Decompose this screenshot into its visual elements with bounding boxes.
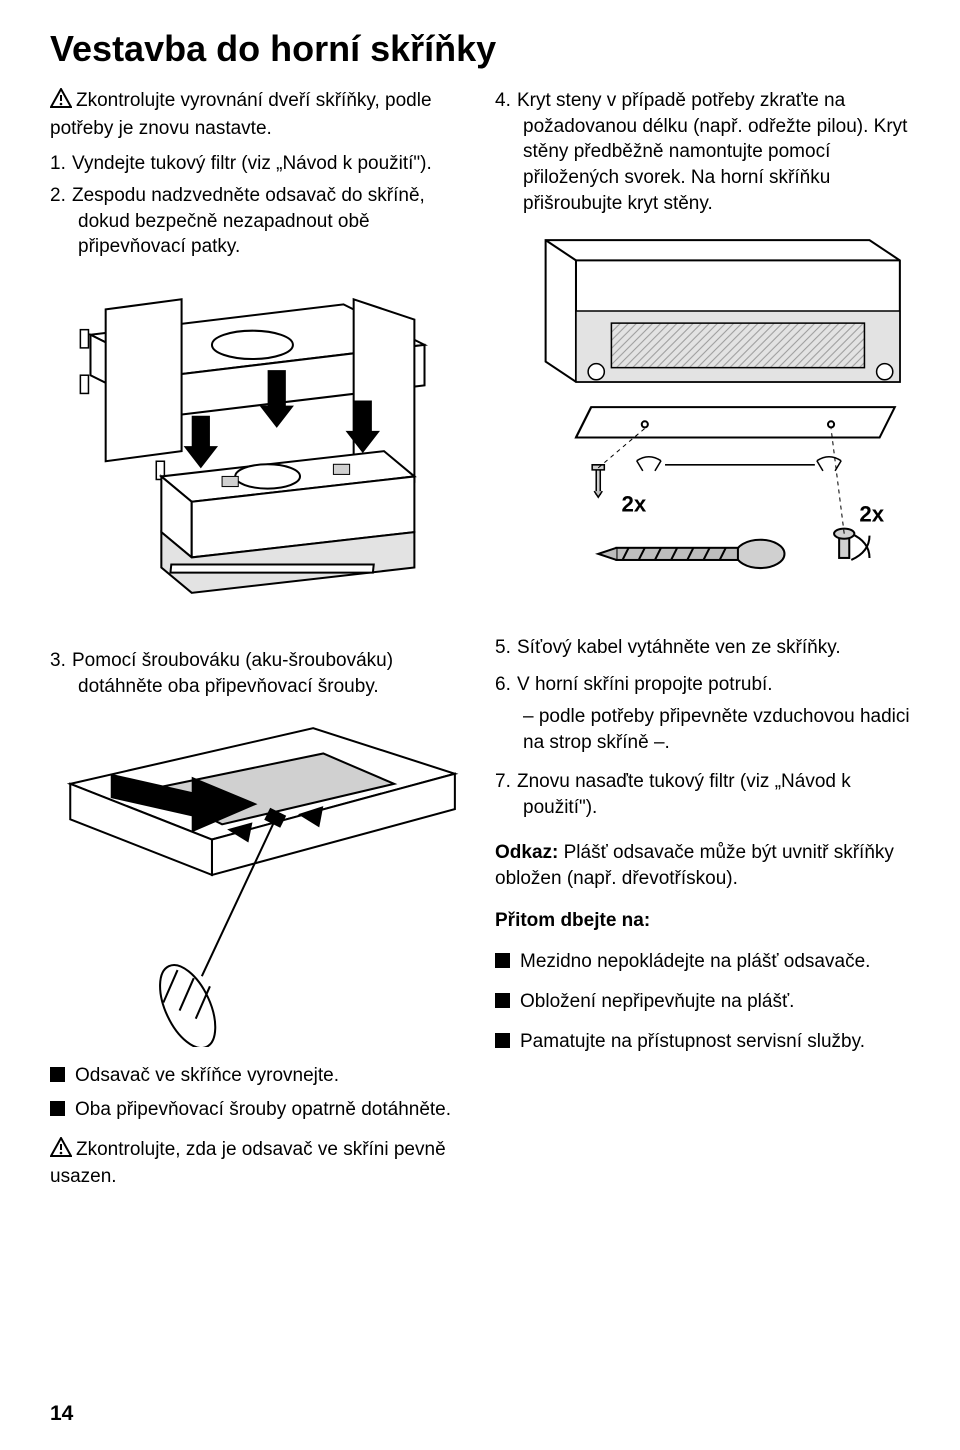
bullet-mezidno-text: Mezidno nepokládejte na plášť odsavače. (520, 949, 910, 975)
step-4: 4.Kryt steny v případě potřeby zkraťte n… (495, 88, 910, 216)
step-5: 5.Síťový kabel vytáhněte ven ze skříňky. (495, 635, 910, 661)
step-4-text: Kryt steny v případě potřeby zkraťte na … (517, 90, 907, 214)
warning-icon (50, 1137, 72, 1165)
dbejte-heading: Přitom dbejte na: (495, 908, 910, 934)
odkaz-para: Odkaz: Plášť odsavače může být uvnitř sk… (495, 840, 910, 891)
figure-screwdriver (50, 713, 465, 1047)
bullet-tighten: Oba připevňovací šrouby opatrně dotáhnět… (50, 1097, 465, 1123)
warning-1: Zkontrolujte vyrovnání dveří skříňky, po… (50, 88, 465, 141)
step-1-text: Vyndejte tukový filtr (viz „Návod k použ… (72, 153, 432, 174)
step-7: 7.Znovu nasaďte tukový filtr (viz „Návod… (495, 769, 910, 820)
figure-lift-hood-svg (50, 274, 465, 618)
warning-1-text: Zkontrolujte vyrovnání dveří skříňky, po… (50, 90, 432, 139)
figure-wall-cover-svg: 2x (495, 230, 910, 594)
step-6: 6.V horní skříni propojte potrubí. (495, 672, 910, 698)
page-number: 14 (50, 1402, 73, 1426)
bullet-oblozeni-text: Obložení nepřipevňujte na plášť. (520, 989, 910, 1015)
right-column: 4.Kryt steny v případě potřeby zkraťte n… (495, 88, 910, 1200)
step-6-text: V horní skříni propojte potrubí. (517, 674, 773, 695)
figure-wall-cover: 2x (495, 230, 910, 594)
odkaz-label: Odkaz: (495, 842, 558, 863)
bullet-align: Odsavač ve skříňce vyrovnejte. (50, 1063, 465, 1089)
square-bullet-icon (50, 1101, 65, 1116)
warning-icon (50, 88, 72, 116)
figure-lift-hood (50, 274, 465, 618)
step-2: 2.Zespodu nadzvedněte odsavač do skříně,… (50, 183, 465, 260)
step-1: 1.Vyndejte tukový filtr (viz „Návod k po… (50, 151, 465, 177)
square-bullet-icon (50, 1067, 65, 1082)
bullet-servis: Pamatujte na přístupnost servisní služby… (495, 1029, 910, 1055)
bullet-mezidno: Mezidno nepokládejte na plášť odsavače. (495, 949, 910, 975)
step-6-sub: – podle potřeby připevněte vzduchovou ha… (495, 704, 910, 755)
step-3-text: Pomocí šroubováku (aku-šroubováku) dotáh… (72, 650, 393, 697)
step-5-num: 5. (495, 635, 517, 661)
step-2-text: Zespodu nadzvedněte odsavač do skříně, d… (72, 185, 425, 257)
warning-2: Zkontrolujte, zda je odsavač ve skříni p… (50, 1137, 465, 1190)
step-7-num: 7. (495, 769, 517, 795)
qty-2x-left: 2x (622, 492, 647, 517)
bullet-servis-text: Pamatujte na přístupnost servisní služby… (520, 1029, 910, 1055)
step-5-text: Síťový kabel vytáhněte ven ze skříňky. (517, 637, 841, 658)
warning-2-text: Zkontrolujte, zda je odsavač ve skříni p… (50, 1139, 446, 1188)
step-4-num: 4. (495, 88, 517, 114)
square-bullet-icon (495, 993, 510, 1008)
step-2-num: 2. (50, 183, 72, 209)
step-6-num: 6. (495, 672, 517, 698)
step-1-num: 1. (50, 151, 72, 177)
figure-screwdriver-svg (50, 713, 465, 1047)
bullet-align-text: Odsavač ve skříňce vyrovnejte. (75, 1063, 465, 1089)
left-column: Zkontrolujte vyrovnání dveří skříňky, po… (50, 88, 465, 1200)
step-7-text: Znovu nasaďte tukový filtr (viz „Návod k… (517, 771, 851, 818)
step-3-num: 3. (50, 648, 72, 674)
qty-2x-right: 2x (859, 502, 884, 527)
square-bullet-icon (495, 1033, 510, 1048)
bullet-oblozeni: Obložení nepřipevňujte na plášť. (495, 989, 910, 1015)
page-title: Vestavba do horní skříňky (50, 28, 910, 70)
square-bullet-icon (495, 953, 510, 968)
two-column-layout: Zkontrolujte vyrovnání dveří skříňky, po… (50, 88, 910, 1200)
bullet-tighten-text: Oba připevňovací šrouby opatrně dotáhnět… (75, 1097, 465, 1123)
step-3: 3.Pomocí šroubováku (aku-šroubováku) dot… (50, 648, 465, 699)
